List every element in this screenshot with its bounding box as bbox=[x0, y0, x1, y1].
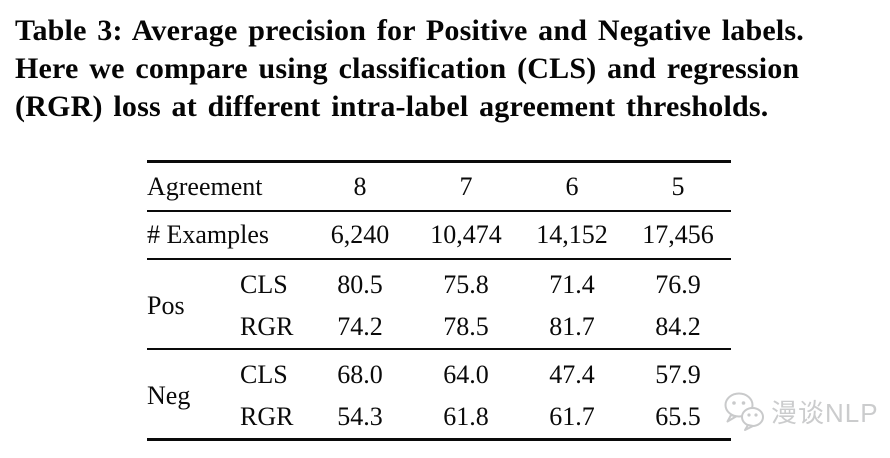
pos-group-label: Pos bbox=[147, 259, 240, 350]
value-cell: 76.9 bbox=[655, 270, 701, 299]
examples-value: 14,152 bbox=[519, 211, 625, 260]
value-cell: 65.5 bbox=[655, 402, 701, 431]
table-row-neg-cls: Neg CLS 68.0 64.0 47.4 57.9 bbox=[147, 349, 731, 410]
value-cell: 57.9 bbox=[655, 360, 701, 389]
caption-line-2: Here we compare using classification (CL… bbox=[15, 52, 800, 85]
agreement-col-header: 8 bbox=[307, 161, 413, 212]
watermark-text: 漫谈NLP bbox=[771, 397, 879, 428]
neg-group-label: Neg bbox=[147, 381, 191, 410]
method-label-cls: CLS bbox=[240, 360, 288, 389]
value-cell: 84.2 bbox=[625, 306, 731, 350]
examples-value: 17,456 bbox=[625, 211, 731, 260]
method-label-rgr: RGR bbox=[240, 306, 307, 350]
examples-value: 6,240 bbox=[307, 211, 413, 260]
watermark: 漫谈NLP bbox=[722, 390, 879, 432]
value-cell: 61.8 bbox=[443, 402, 489, 431]
agreement-col-header: 6 bbox=[519, 161, 625, 212]
examples-value: 10,474 bbox=[413, 211, 519, 260]
value-cell: 47.4 bbox=[549, 360, 595, 389]
agreement-col-header: 7 bbox=[413, 161, 519, 212]
table-row-pos-cls: Pos CLS 80.5 75.8 71.4 76.9 bbox=[147, 259, 731, 350]
method-label-rgr: RGR bbox=[240, 402, 294, 431]
value-cell: 68.0 bbox=[337, 360, 383, 389]
value-cell: 81.7 bbox=[519, 306, 625, 350]
examples-label: # Examples bbox=[147, 211, 307, 260]
table-row-neg-rgr: RGR 54.3 61.8 61.7 65.5 bbox=[147, 396, 731, 440]
value-cell: 71.4 bbox=[549, 270, 595, 299]
agreement-header-label: Agreement bbox=[147, 161, 307, 212]
value-cell: 75.8 bbox=[443, 270, 489, 299]
method-label-cls: CLS bbox=[240, 270, 288, 299]
table-row-pos-rgr: RGR 74.2 78.5 81.7 84.2 bbox=[147, 306, 731, 350]
chat-bubbles-icon bbox=[722, 390, 766, 432]
value-cell: 54.3 bbox=[337, 402, 383, 431]
value-cell: 61.7 bbox=[549, 402, 595, 431]
table-row-examples: # Examples 6,240 10,474 14,152 17,456 bbox=[147, 211, 731, 260]
results-table: Agreement 8 7 6 5 # Examples 6,240 10,47… bbox=[147, 160, 731, 441]
table-row-header: Agreement 8 7 6 5 bbox=[147, 161, 731, 212]
value-cell: 74.2 bbox=[307, 306, 413, 350]
agreement-col-header: 5 bbox=[625, 161, 731, 212]
value-cell: 80.5 bbox=[337, 270, 383, 299]
value-cell: 78.5 bbox=[413, 306, 519, 350]
value-cell: 64.0 bbox=[443, 360, 489, 389]
caption-line-3: (RGR) loss at different intra-label agre… bbox=[15, 90, 769, 123]
table-caption: Table 3: Average precision for Positive … bbox=[15, 12, 875, 126]
caption-line-1: Table 3: Average precision for Positive … bbox=[15, 14, 805, 47]
